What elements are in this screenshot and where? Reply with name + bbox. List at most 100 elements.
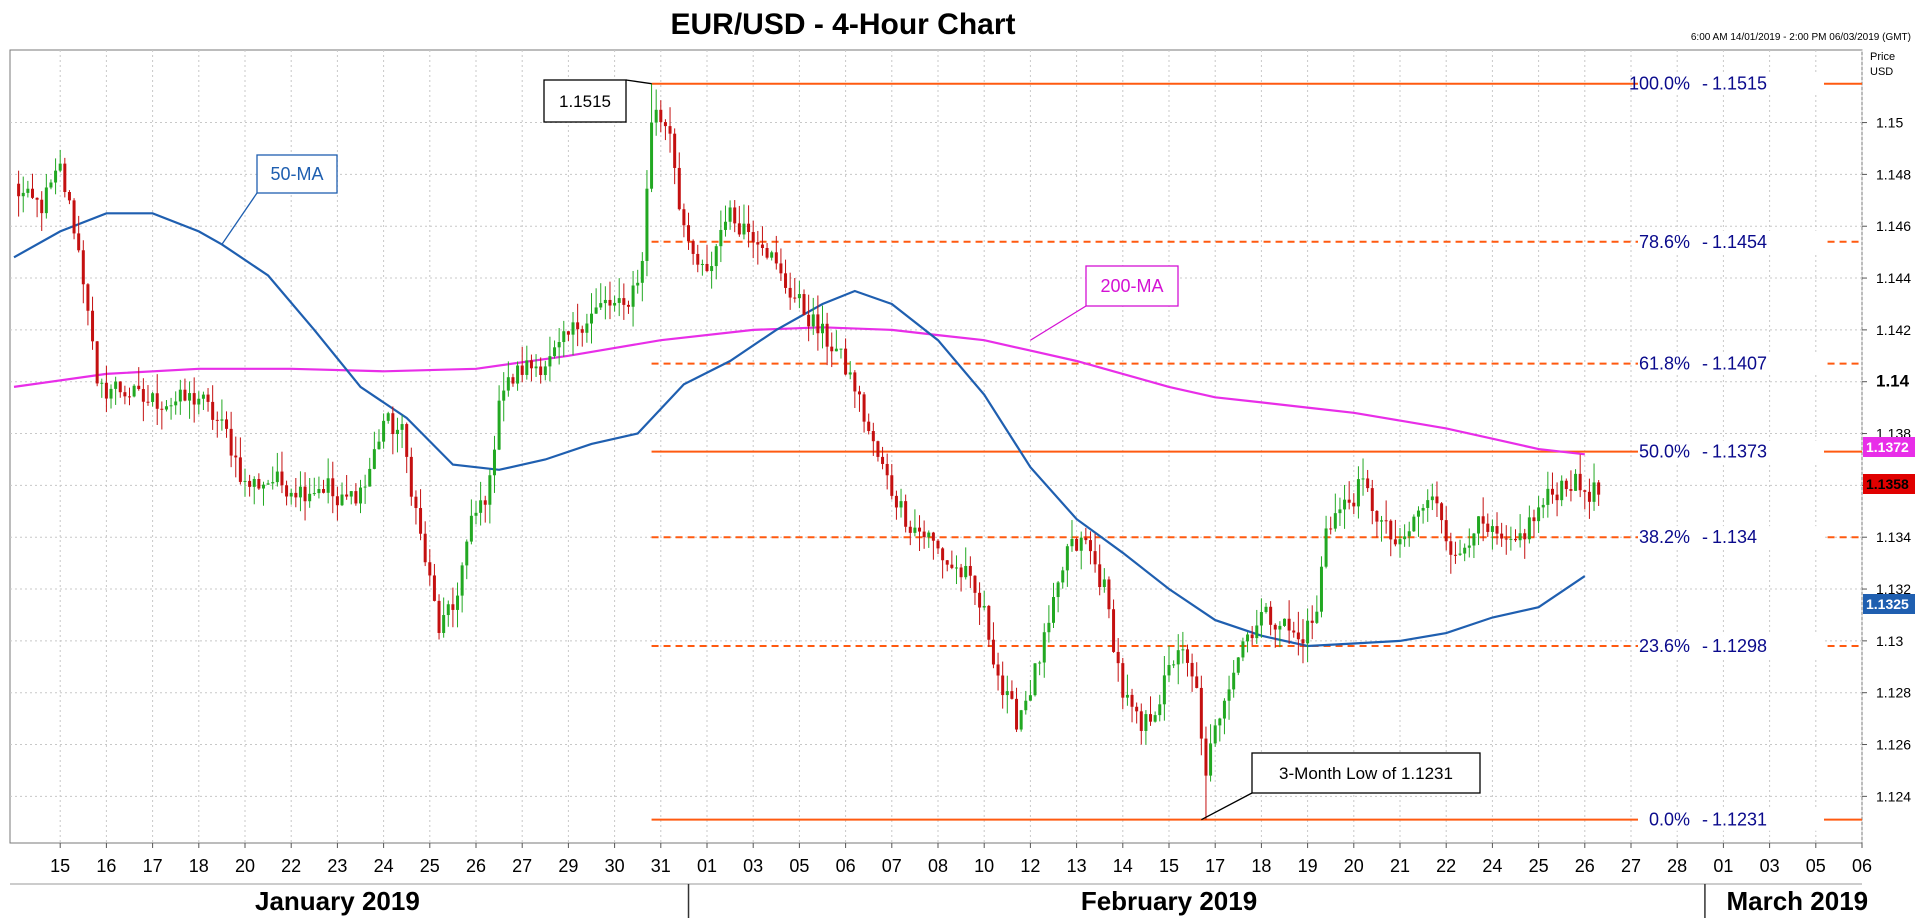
candle-body [132, 385, 136, 397]
candle-body [1209, 743, 1213, 776]
x-tick-label: 08 [928, 856, 948, 876]
candle-body [118, 381, 122, 393]
candle-body [1380, 520, 1384, 522]
candle-body [280, 471, 284, 486]
candle-body [1518, 533, 1522, 541]
candle-body [1592, 482, 1596, 502]
candle-body [377, 441, 381, 450]
candle-body [1070, 538, 1074, 547]
candle-body [1430, 496, 1434, 501]
candle-body [492, 449, 496, 476]
candle-body [1015, 698, 1019, 730]
candle-body [1467, 545, 1471, 548]
candle-body [816, 314, 820, 334]
candle-body [733, 207, 737, 224]
candle-body [936, 540, 940, 549]
candle-body [742, 223, 746, 235]
candle-body [1333, 513, 1337, 529]
candle-body [1514, 538, 1517, 541]
candle-body [802, 294, 806, 315]
candle-body [1125, 694, 1129, 698]
candle-body [543, 366, 547, 376]
candle-body [1407, 531, 1411, 537]
fib-level-percent: 50.0% [1639, 442, 1690, 462]
candle-body [1412, 516, 1416, 532]
candle-body [456, 595, 460, 610]
candle-body [1403, 536, 1407, 540]
candle-body [460, 565, 464, 596]
candle-body [779, 263, 783, 274]
x-tick-label: 27 [1621, 856, 1641, 876]
candle-body [788, 287, 792, 298]
candle-body [1047, 622, 1051, 633]
fib-level-percent: 23.6% [1639, 636, 1690, 656]
candle-body [622, 298, 626, 305]
candle-body [1583, 490, 1587, 492]
x-tick-label: 01 [697, 856, 717, 876]
candle-body [1389, 520, 1393, 540]
x-tick-label: 01 [1713, 856, 1733, 876]
candle-body [774, 252, 778, 264]
candle-body [1587, 491, 1591, 502]
annotation-text: 3-Month Low of 1.1231 [1279, 764, 1453, 783]
annotation-pointer [221, 192, 258, 245]
candle-body [174, 401, 178, 406]
y-tick-label: 1.148 [1876, 166, 1911, 182]
candle-body [1033, 663, 1037, 696]
candle-body [539, 366, 543, 376]
fib-label-bg [1638, 352, 1824, 375]
candle-body [211, 401, 215, 420]
candle-body [594, 307, 598, 314]
candle-body [30, 188, 34, 198]
fib-label-bg [1638, 808, 1824, 831]
candle-body [238, 457, 242, 482]
candle-body [201, 394, 205, 399]
price-tag-label: 1.1325 [1866, 596, 1909, 612]
price-tag-bg [1863, 594, 1915, 614]
candle-body [862, 394, 866, 422]
candle-body [640, 260, 644, 283]
candle-body [1250, 634, 1254, 639]
candle-body [1435, 496, 1439, 504]
candle-body [1500, 533, 1504, 539]
candle-body [770, 252, 774, 258]
candle-body [987, 605, 991, 640]
candle-body [86, 284, 90, 311]
candle-body [659, 109, 663, 123]
candle-body [922, 531, 926, 538]
fib-level-price: 1.1515 [1712, 74, 1767, 94]
candle-body [1301, 639, 1305, 644]
candle-body [303, 486, 307, 502]
candle-body [400, 424, 404, 430]
candle-body [1149, 714, 1153, 722]
candle-body [548, 356, 552, 367]
month-label: January 2019 [255, 886, 420, 916]
candle-body [488, 475, 492, 505]
candle-body [1463, 547, 1467, 554]
candle-body [419, 508, 423, 534]
x-tick-label: 17 [1205, 856, 1225, 876]
candle-body [834, 348, 838, 352]
candle-body [225, 419, 229, 429]
y-tick-label: 1.132 [1876, 581, 1911, 597]
candle-body [308, 493, 312, 502]
candle-body [35, 197, 39, 200]
candle-body [1597, 482, 1601, 495]
candle-body [516, 365, 520, 384]
candle-body [797, 294, 801, 299]
annotations: 1.1515 50-MA 200-MA 3-Month Low of 1.1231 [221, 79, 1481, 821]
candle-body [585, 323, 589, 333]
candle-body [1107, 579, 1111, 610]
x-tick-label: 20 [1344, 856, 1364, 876]
candle-body [395, 429, 399, 435]
price-tag-bg [1863, 474, 1915, 494]
candle-body [756, 242, 760, 245]
price-tag-label: 1.1372 [1866, 439, 1909, 455]
x-tick-label: 25 [1529, 856, 1549, 876]
candle-body [557, 342, 561, 348]
fib-level-dash: - [1702, 232, 1708, 252]
candle-body [1292, 630, 1296, 633]
candle-body [141, 389, 145, 402]
